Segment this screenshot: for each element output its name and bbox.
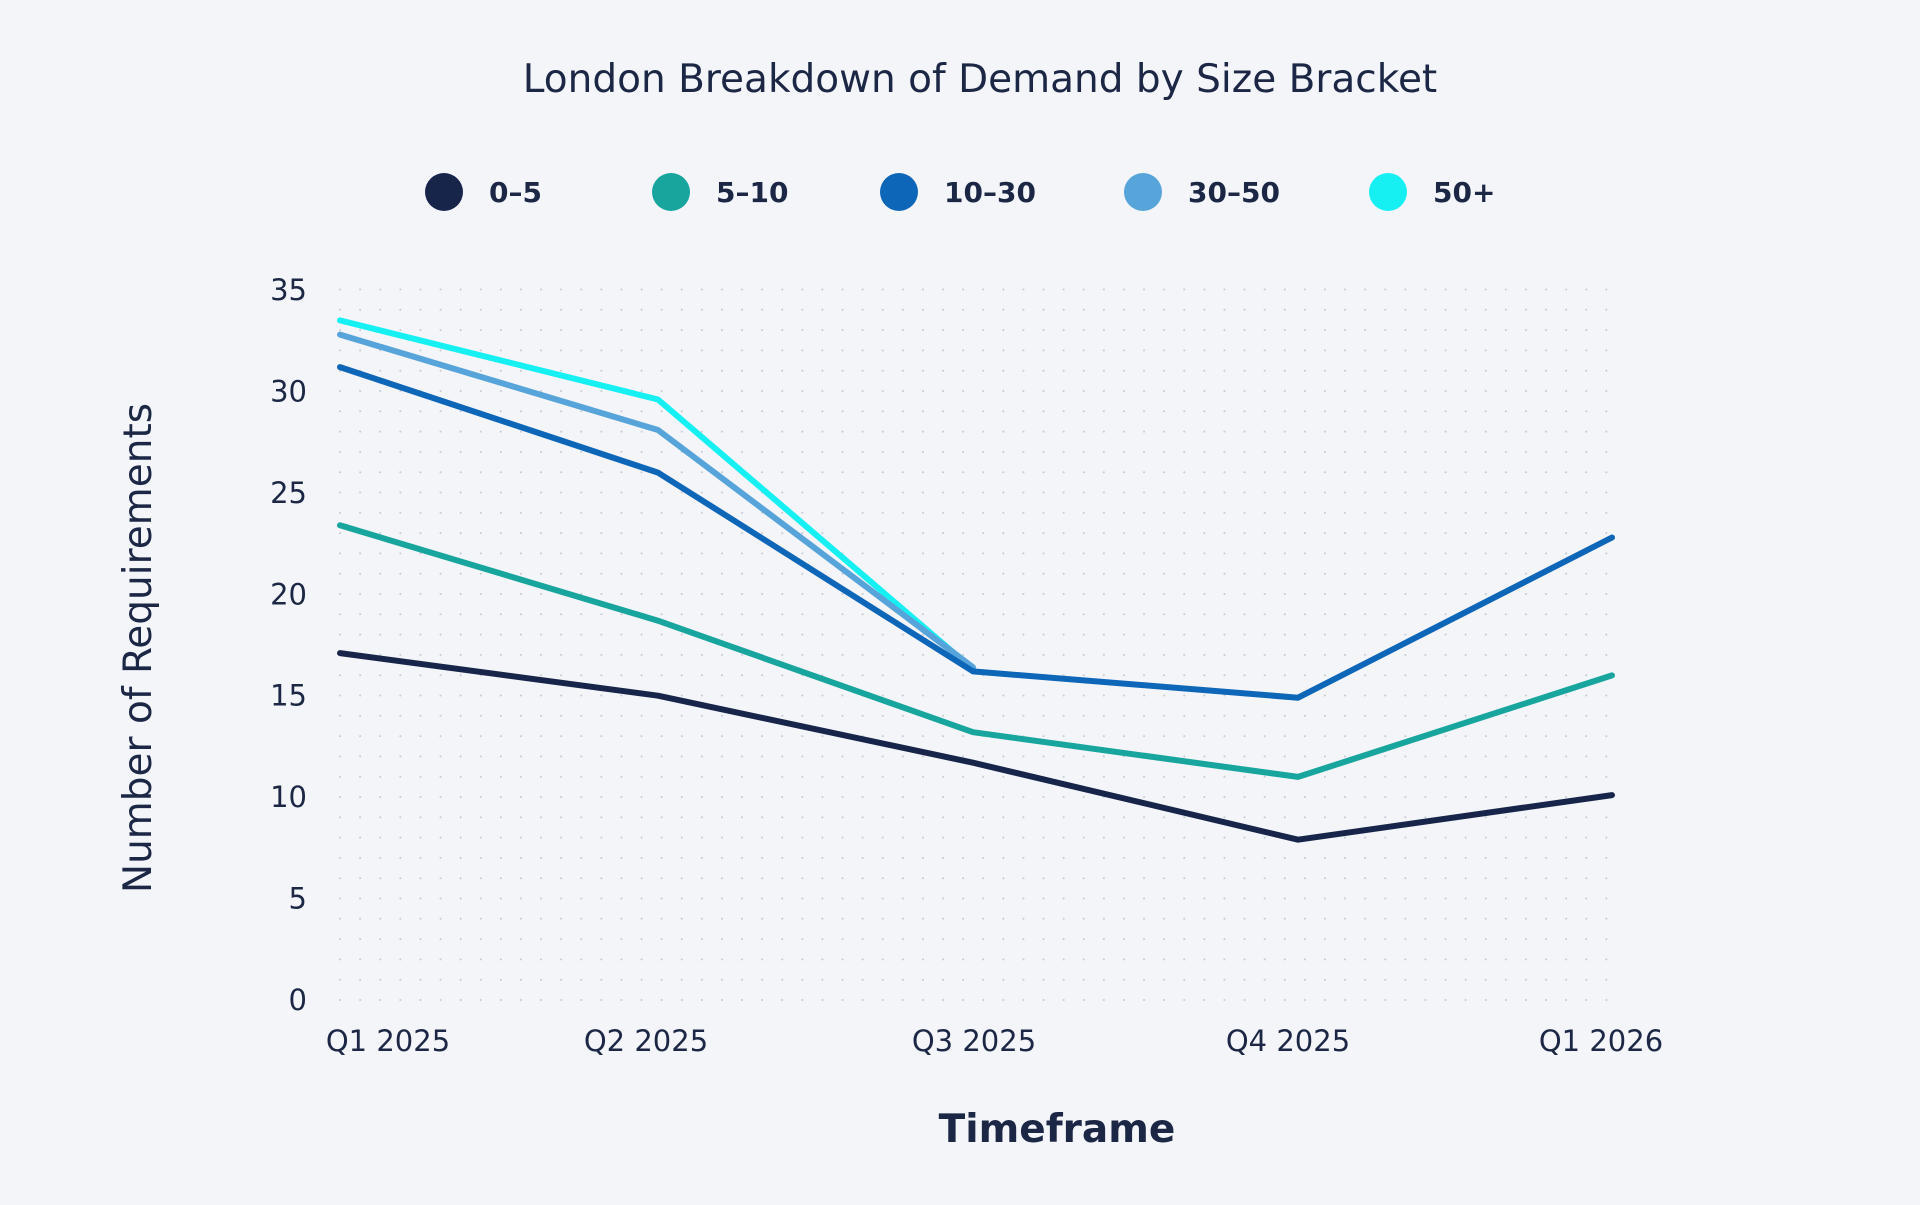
series-line-2 [337, 522, 1615, 780]
legend-marker [425, 173, 463, 211]
x-axis-ticks: Q1 2025 Q2 2025 Q3 2025 Q4 2025 Q1 2026 [326, 1024, 1663, 1058]
legend-label: 50+ [1433, 176, 1495, 209]
legend-item: 5–10 [652, 173, 788, 211]
series-line-4 [337, 331, 976, 671]
legend: 0–5 5–10 10–30 30–50 50+ [425, 173, 1495, 211]
y-tick-label: 15 [270, 679, 307, 713]
legend-marker [880, 173, 918, 211]
y-axis-ticks: 0 5 10 15 20 25 30 35 [270, 273, 307, 1017]
x-tick-label: Q1 2026 [1539, 1024, 1663, 1058]
legend-item: 10–30 [880, 173, 1036, 211]
legend-item: 50+ [1369, 173, 1495, 211]
y-tick-label: 30 [270, 374, 307, 408]
x-tick-label: Q2 2025 [584, 1024, 708, 1058]
legend-label: 0–5 [489, 176, 542, 209]
y-tick-label: 25 [270, 476, 307, 510]
legend-marker [1369, 173, 1407, 211]
legend-label: 30–50 [1188, 176, 1280, 209]
y-tick-label: 5 [289, 882, 307, 916]
y-tick-label: 20 [270, 577, 307, 611]
series-line-5 [337, 317, 976, 673]
x-axis-label: Timeframe [939, 1107, 1176, 1152]
legend-marker [652, 173, 690, 211]
y-tick-label: 10 [270, 780, 307, 814]
series-lines [337, 317, 1615, 843]
series-line-1 [337, 650, 1615, 843]
y-axis-label: Number of Requirements [116, 403, 161, 893]
x-tick-label: Q3 2025 [912, 1024, 1036, 1058]
legend-marker [1124, 173, 1162, 211]
chart-title: London Breakdown of Demand by Size Brack… [523, 57, 1437, 102]
series-line-3 [337, 364, 1615, 701]
legend-item: 30–50 [1124, 173, 1280, 211]
legend-label: 5–10 [716, 176, 788, 209]
legend-label: 10–30 [944, 176, 1036, 209]
legend-item: 0–5 [425, 173, 542, 211]
x-tick-label: Q4 2025 [1226, 1024, 1350, 1058]
y-tick-label: 0 [289, 983, 307, 1017]
x-tick-label: Q1 2025 [326, 1024, 450, 1058]
y-tick-label: 35 [270, 273, 307, 307]
